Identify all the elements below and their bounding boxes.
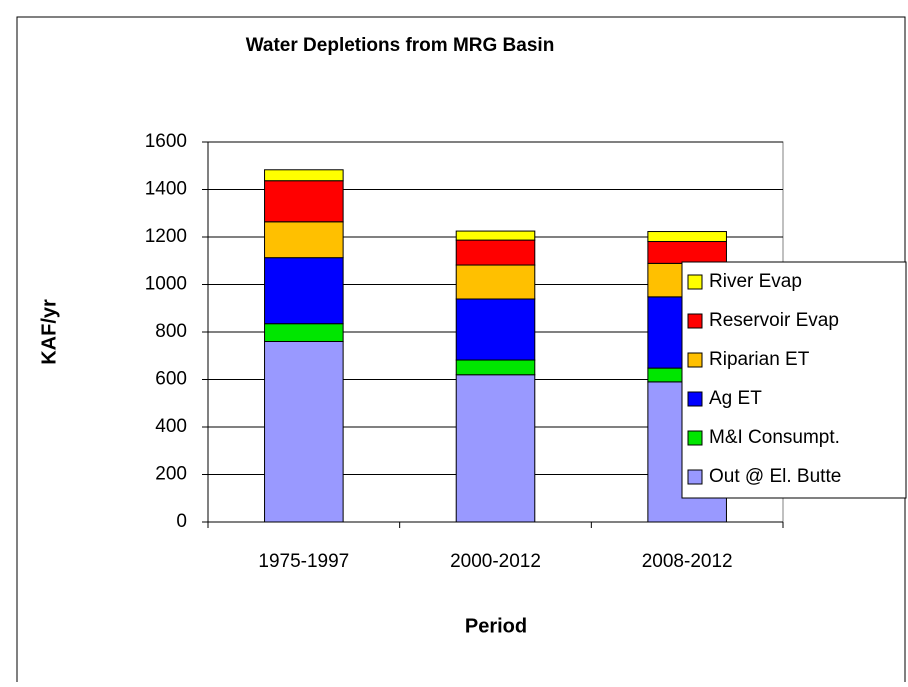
bar-segment (264, 169, 344, 182)
bar-segment (264, 180, 344, 223)
bar-segment (455, 298, 536, 361)
y-tick-label: 1000 (145, 274, 187, 295)
y-axis-title: KAF/yr (38, 299, 60, 365)
y-tick-label: 1200 (145, 226, 187, 247)
legend-label: Riparian ET (709, 349, 810, 370)
bar-segment (264, 341, 344, 523)
x-tick-label: 1975-1997 (258, 551, 349, 572)
legend-label: Out @ El. Butte (709, 466, 841, 487)
bar-segment (455, 230, 536, 241)
legend-swatch (687, 313, 703, 329)
y-tick-label: 1400 (145, 179, 187, 200)
x-tick-label: 2008-2012 (642, 551, 733, 572)
bar-segment (455, 359, 536, 376)
y-tick-label: 800 (155, 321, 187, 342)
bar-segment (455, 374, 536, 523)
legend-swatch (687, 430, 703, 446)
x-axis-title: Period (465, 615, 527, 637)
legend-swatch (687, 352, 703, 368)
legend-label: River Evap (709, 271, 802, 292)
chart-title: Water Depletions from MRG Basin (246, 35, 555, 56)
bar-segment (264, 221, 344, 259)
bar-segment (455, 264, 536, 300)
bar-segment (264, 257, 344, 325)
y-tick-label: 200 (155, 464, 187, 485)
y-tick-label: 400 (155, 416, 187, 437)
y-tick-label: 600 (155, 369, 187, 390)
legend-label: Reservoir Evap (709, 310, 839, 331)
bar-segment (264, 323, 344, 342)
y-tick-label: 1600 (145, 131, 187, 152)
legend-label: Ag ET (709, 388, 762, 409)
bar-segment (455, 239, 536, 266)
legend-label: M&I Consumpt. (709, 427, 840, 448)
legend-swatch (687, 469, 703, 485)
legend-swatch (687, 274, 703, 290)
y-tick-label: 0 (176, 511, 187, 532)
bar-segment (647, 231, 727, 243)
legend-box (681, 261, 907, 499)
bar-segment (647, 241, 727, 264)
legend-swatch (687, 391, 703, 407)
x-tick-label: 2000-2012 (450, 551, 541, 572)
